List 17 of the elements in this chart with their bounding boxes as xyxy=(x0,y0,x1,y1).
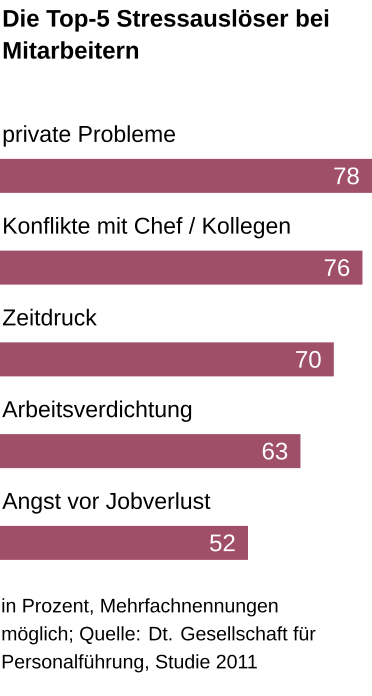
bar xyxy=(0,158,372,193)
data-label: 70 xyxy=(296,350,321,368)
data-label: 76 xyxy=(324,259,350,276)
y-tick-label: Zeitdruck xyxy=(2,308,97,326)
bar xyxy=(0,434,300,468)
data-label: 78 xyxy=(334,167,359,184)
bar xyxy=(0,342,334,376)
data-label: 52 xyxy=(210,534,235,552)
y-tick-label: Arbeitsverdichtung xyxy=(2,400,192,422)
y-tick-label: private Probleme xyxy=(4,125,175,147)
chart-title: Die Top-5 Stressauslöser bei Mitarbeitern xyxy=(4,9,328,59)
bar xyxy=(0,250,362,285)
data-label: 63 xyxy=(262,442,288,460)
y-tick-label: Konflikte mit Chef / Kollegen xyxy=(4,216,290,238)
text: in Prozent, Mehrfachnennungen möglich; Quelle: Dt. Gesellschaft für Personalführung, Studie 2011 xyxy=(2,598,316,672)
bar xyxy=(0,526,248,560)
y-tick-label: Angst vor Jobverlust xyxy=(2,492,210,514)
